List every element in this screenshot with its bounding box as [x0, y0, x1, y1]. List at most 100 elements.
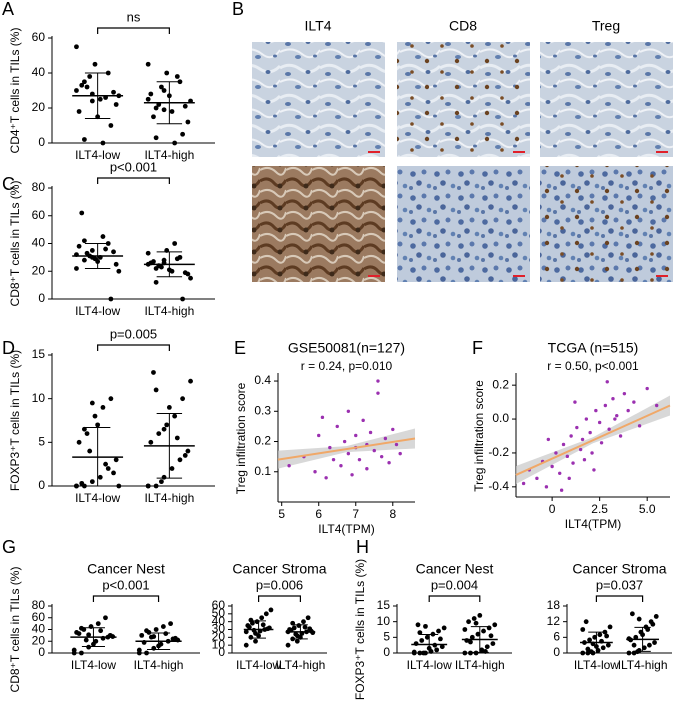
dot — [180, 131, 186, 137]
dot — [285, 642, 291, 648]
y-tick-label: -0.4 — [488, 479, 509, 493]
dot — [76, 109, 82, 114]
x-tick-label: ILT4-high — [144, 148, 194, 162]
dot — [243, 629, 249, 635]
dot — [185, 119, 191, 125]
dot — [182, 453, 188, 458]
dot — [139, 632, 145, 638]
y-tick-label: 0 — [38, 645, 45, 659]
dot — [645, 627, 651, 632]
point — [613, 417, 617, 421]
dot — [84, 84, 90, 90]
x-tick-label: ILT4-low — [75, 304, 120, 318]
point — [368, 430, 373, 435]
dot — [81, 238, 87, 244]
dot — [170, 636, 176, 642]
dot — [81, 137, 87, 142]
dot — [100, 140, 106, 146]
y-tick-label: 80 — [32, 180, 46, 194]
dot — [151, 634, 157, 639]
dot — [468, 650, 473, 656]
y-tick-label: 0 — [553, 645, 560, 659]
y-axis-label: CD4⁺T cells in TILs (%) — [8, 28, 22, 154]
y-tick-label: 20 — [32, 100, 46, 114]
significance: p<0.001 — [110, 159, 157, 174]
point — [582, 458, 587, 462]
panel-letter: F — [472, 338, 483, 358]
dot — [74, 44, 79, 50]
dot — [168, 621, 173, 627]
y-tick-label: 0 — [38, 291, 45, 305]
significance: p=0.004 — [431, 577, 478, 592]
point — [365, 467, 369, 471]
y-axis-label: Treg infiltration score — [472, 380, 486, 492]
point — [594, 408, 598, 413]
point — [335, 424, 339, 429]
point — [632, 400, 636, 404]
panel-letter: G — [2, 537, 16, 557]
dot — [417, 630, 423, 636]
dot — [174, 256, 180, 262]
dot — [182, 103, 188, 109]
dot — [583, 619, 589, 625]
y-axis-label: FOXP3⁺T cells in TILs (%) — [353, 559, 367, 700]
dot — [79, 650, 84, 656]
dot — [653, 614, 659, 619]
y-tick-label: 15 — [377, 598, 391, 612]
y-tick-label: 0 — [38, 478, 45, 492]
dot — [626, 650, 632, 656]
annotation: r = 0.24, p=0.010 — [301, 359, 393, 373]
dot — [145, 96, 151, 102]
dot — [76, 439, 82, 445]
dot — [441, 625, 447, 631]
dot — [483, 649, 488, 654]
dot — [488, 633, 494, 639]
dot — [161, 426, 167, 432]
dot — [79, 210, 85, 216]
dot — [81, 426, 87, 432]
dot — [592, 634, 598, 640]
dot — [74, 483, 79, 489]
chart-title: GSE50081(n=127) — [288, 340, 405, 356]
point — [383, 436, 388, 441]
point — [584, 417, 589, 421]
dot — [161, 474, 167, 480]
dot — [587, 637, 592, 643]
dot — [477, 613, 483, 618]
point — [287, 464, 291, 468]
dot — [166, 405, 172, 410]
dot — [81, 257, 87, 263]
point — [535, 476, 539, 481]
dot — [423, 623, 428, 629]
y-tick-label: 20 — [212, 630, 226, 644]
x-tick-label: ILT4-low — [75, 491, 120, 505]
point — [588, 430, 592, 435]
dot — [265, 626, 271, 632]
point — [597, 420, 602, 425]
dot — [103, 246, 108, 252]
column-title: ILT4 — [305, 18, 332, 34]
point — [331, 457, 336, 462]
point — [578, 447, 583, 452]
dot — [180, 396, 186, 402]
dot — [89, 400, 95, 406]
dot — [103, 615, 108, 621]
dot — [161, 107, 167, 113]
dot — [302, 624, 308, 630]
chart-title: TCGA (n=515) — [548, 340, 639, 356]
point — [342, 439, 347, 444]
dot — [605, 642, 611, 648]
dot — [79, 625, 84, 631]
dot — [580, 650, 586, 656]
scale-bars — [368, 151, 668, 277]
dot — [136, 647, 142, 653]
point — [550, 464, 554, 469]
x-tick-label: ILT4-high — [144, 491, 194, 505]
point — [605, 380, 609, 384]
dot — [490, 641, 496, 646]
dot — [153, 483, 159, 489]
x-tick-label: ILT4-high — [275, 658, 325, 672]
y-tick-label: 6 — [553, 630, 560, 644]
image-ilt4-high — [252, 166, 385, 282]
